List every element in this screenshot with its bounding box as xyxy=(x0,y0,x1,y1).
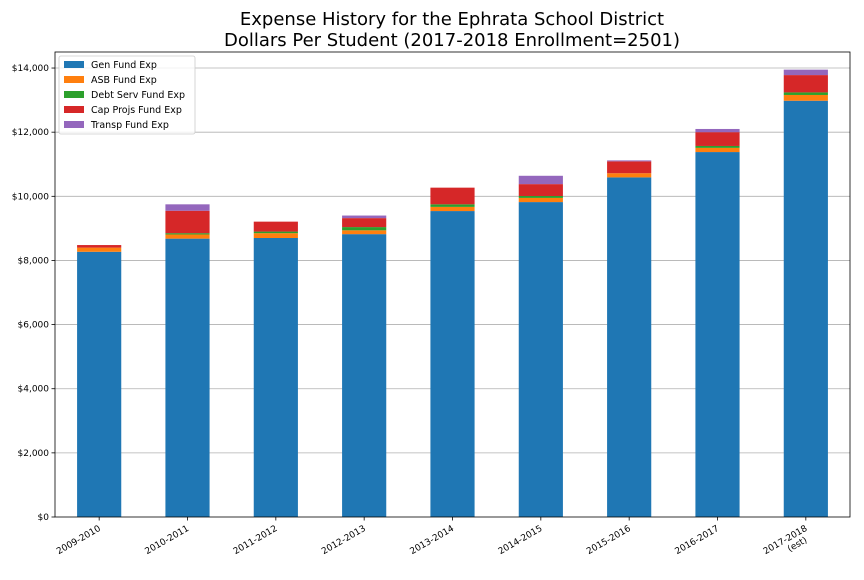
legend-label: Cap Projs Fund Exp xyxy=(91,105,182,116)
y-axis: $0 $2,000 $4,000 $6,000 $8,000 $10,000 $12,000… xyxy=(12,64,55,523)
bar-segment xyxy=(165,210,210,234)
bar-segment xyxy=(695,132,740,146)
x-tick-label-line: 2016-2017 xyxy=(674,524,721,557)
x-tick-label-line: 2010-2011 xyxy=(144,524,191,557)
legend-label: ASB Fund Exp xyxy=(91,75,157,86)
y-tick-label: $10,000 xyxy=(12,192,49,202)
x-tick-label: 2014-2015 xyxy=(497,524,544,557)
y-tick-label: $0 xyxy=(38,513,50,523)
bar-segment xyxy=(165,238,210,518)
bar-segment xyxy=(783,75,828,93)
bar-segment xyxy=(695,128,740,133)
y-tick-label: $14,000 xyxy=(12,64,49,74)
bar-segment xyxy=(77,251,122,517)
bar-segment xyxy=(607,173,652,178)
bar-segment xyxy=(77,245,122,248)
legend-swatch xyxy=(64,76,84,83)
bar-segment xyxy=(430,211,475,517)
bar-segment xyxy=(518,197,563,203)
bar-segment xyxy=(342,218,387,228)
x-tick-label: 2011-2012 xyxy=(232,524,279,557)
y-tick-label: $2,000 xyxy=(18,449,50,459)
x-tick-label: 2010-2011 xyxy=(144,524,191,557)
y-tick-label: $4,000 xyxy=(18,385,50,395)
x-tick-label-line: 2011-2012 xyxy=(232,524,279,557)
x-tick-label: 2015-2016 xyxy=(585,524,633,557)
legend-swatch xyxy=(64,121,84,128)
x-tick-label: 2012-2013 xyxy=(320,524,367,557)
chart-subtitle: Dollars Per Student (2017-2018 Enrollmen… xyxy=(224,30,680,51)
legend-label: Debt Serv Fund Exp xyxy=(91,90,185,101)
legend: Gen Fund Exp ASB Fund Exp Debt Serv Fund E… xyxy=(58,55,196,135)
legend-label: Gen Fund Exp xyxy=(91,60,157,71)
bar-segment xyxy=(253,231,298,234)
x-tick-label-line: 2015-2016 xyxy=(585,524,633,557)
bar-segment xyxy=(342,234,387,517)
bar-segment xyxy=(430,206,475,212)
bar-segment xyxy=(518,184,563,196)
x-tick-label: 2009-2010 xyxy=(55,524,103,557)
bar-segment xyxy=(165,233,210,235)
bar-segment xyxy=(607,177,652,517)
legend-label: Transp Fund Exp xyxy=(90,120,169,131)
bar-segment xyxy=(430,204,475,207)
x-tick-label: 2017-2018(est) xyxy=(762,524,815,566)
bar-segment xyxy=(783,100,828,518)
chart-title: Expense History for the Ephrata School D… xyxy=(240,9,664,30)
bar-segment xyxy=(783,69,828,76)
bars xyxy=(77,69,828,518)
bar-segment xyxy=(253,238,298,517)
bar-segment xyxy=(607,160,652,162)
bar-segment xyxy=(342,227,387,231)
y-tick-label: $8,000 xyxy=(18,256,50,266)
x-tick-label-line: 2014-2015 xyxy=(497,524,544,557)
legend-swatch xyxy=(64,91,84,98)
legend-swatch xyxy=(64,106,84,113)
legend-box xyxy=(58,55,196,135)
x-tick-label-line: 2013-2014 xyxy=(409,524,457,557)
bar-segment xyxy=(783,92,828,95)
bar-segment xyxy=(342,215,387,219)
bar-segment xyxy=(253,233,298,238)
bar-segment xyxy=(430,187,475,205)
x-tick-label: 2013-2014 xyxy=(409,524,457,557)
bar-segment xyxy=(607,161,652,174)
bar-segment xyxy=(695,145,740,148)
x-tick-label-line: 2012-2013 xyxy=(320,524,367,557)
y-tick-label: $6,000 xyxy=(18,321,50,331)
legend-swatch xyxy=(64,61,84,68)
bar-segment xyxy=(342,230,387,235)
x-tick-label: 2016-2017 xyxy=(674,524,721,557)
y-tick-label: $12,000 xyxy=(12,128,49,138)
bar-segment xyxy=(518,195,563,198)
bar-segment xyxy=(783,94,828,101)
bar-segment xyxy=(695,152,740,517)
bar-segment xyxy=(165,204,210,211)
bar-segment xyxy=(695,147,740,153)
bar-segment xyxy=(165,234,210,239)
bar-segment xyxy=(77,247,122,252)
bar-segment xyxy=(518,175,563,185)
bar-segment xyxy=(518,202,563,517)
x-tick-label-line: 2009-2010 xyxy=(55,524,103,557)
x-axis: 2009-2010 2010-2011 2011-2012 2012-2013 2013… xyxy=(55,517,815,566)
bar-segment xyxy=(253,221,298,232)
